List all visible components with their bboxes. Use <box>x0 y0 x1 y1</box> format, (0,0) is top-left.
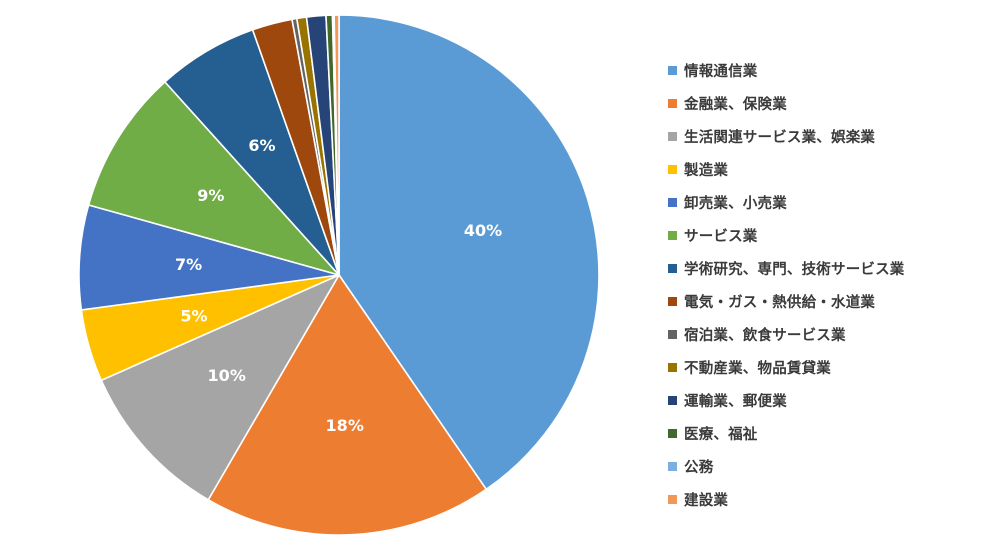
legend-swatch <box>668 99 677 108</box>
legend-item-4: 製造業 <box>668 153 905 186</box>
pie-slices <box>78 14 600 536</box>
legend-swatch <box>668 264 677 273</box>
data-label-7: 6% <box>248 136 275 155</box>
pie-data-labels: 40% 18% 10% 5% 7% 9% 6% <box>175 136 502 435</box>
legend-swatch <box>668 396 677 405</box>
legend-item-9: 宿泊業、飲食サービス業 <box>668 318 905 351</box>
legend-swatch <box>668 132 677 141</box>
legend-item-13: 公務 <box>668 450 905 483</box>
legend-item-5: 卸売業、小売業 <box>668 186 905 219</box>
legend-label: 電気・ガス・熱供給・水道業 <box>684 295 876 311</box>
legend-swatch <box>668 462 677 471</box>
pie-slice-14 <box>333 14 340 276</box>
legend-item-2: 金融業、保険業 <box>668 87 905 120</box>
legend-swatch <box>668 297 677 306</box>
legend-swatch <box>668 495 677 504</box>
legend-item-12: 医療、福祉 <box>668 417 905 450</box>
legend-item-10: 不動産業、物品賃貸業 <box>668 351 905 384</box>
data-label-5: 7% <box>175 255 202 274</box>
legend-label: 不動産業、物品賃貸業 <box>684 361 831 377</box>
legend-item-8: 電気・ガス・熱供給・水道業 <box>668 285 905 318</box>
legend-swatch <box>668 330 677 339</box>
legend-swatch <box>668 198 677 207</box>
legend-item-1: 情報通信業 <box>668 54 905 87</box>
legend-swatch <box>668 429 677 438</box>
legend-label: 運輸業、郵便業 <box>684 394 787 410</box>
legend-item-6: サービス業 <box>668 219 905 252</box>
legend-label: 情報通信業 <box>684 64 758 80</box>
legend-label: 金融業、保険業 <box>684 97 787 113</box>
legend-item-3: 生活関連サービス業、娯楽業 <box>668 120 905 153</box>
legend-label: 卸売業、小売業 <box>684 196 787 212</box>
pie-slice-2 <box>207 274 488 536</box>
data-label-6: 9% <box>197 186 224 205</box>
data-label-1: 40% <box>464 221 502 240</box>
legend-label: 公務 <box>684 460 714 476</box>
legend-label: 宿泊業、飲食サービス業 <box>684 328 846 344</box>
chart-legend: 情報通信業金融業、保険業生活関連サービス業、娯楽業 製造業卸売業、小売業 サービス業… <box>668 54 905 516</box>
legend-item-11: 運輸業、郵便業 <box>668 384 905 417</box>
legend-label: 生活関連サービス業、娯楽業 <box>684 130 876 146</box>
legend-label: 医療、福祉 <box>684 427 758 443</box>
pie-slice-3 <box>100 274 340 501</box>
data-label-3: 10% <box>208 366 246 385</box>
legend-label: 製造業 <box>684 163 729 179</box>
legend-item-14: 建設業 <box>668 483 905 516</box>
pie-slice-1 <box>338 14 600 491</box>
data-label-2: 18% <box>326 416 364 435</box>
pie-slice-6 <box>87 81 340 276</box>
legend-swatch <box>668 363 677 372</box>
legend-label: サービス業 <box>684 229 758 245</box>
legend-swatch <box>668 165 677 174</box>
legend-swatch <box>668 66 677 75</box>
legend-swatch <box>668 231 677 240</box>
data-label-4: 5% <box>180 307 207 326</box>
legend-label: 建設業 <box>684 493 729 509</box>
legend-label: 学術研究、専門、技術サービス業 <box>684 262 905 278</box>
legend-item-7: 学術研究、専門、技術サービス業 <box>668 252 905 285</box>
